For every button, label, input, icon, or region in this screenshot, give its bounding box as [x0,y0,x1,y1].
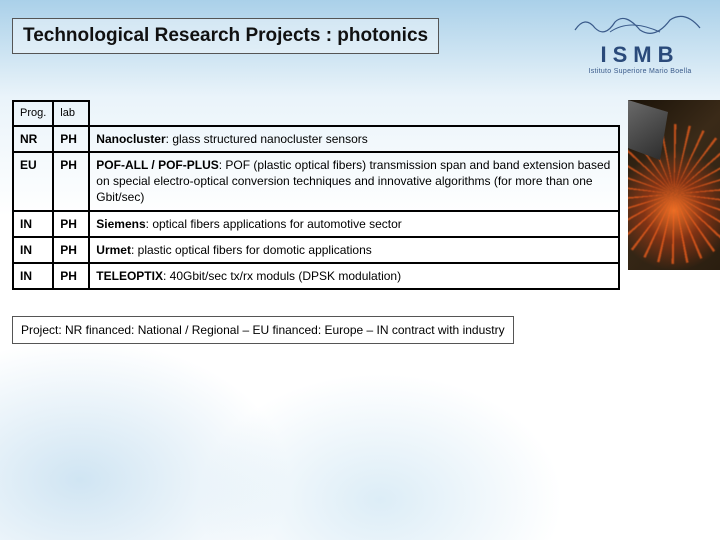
cell-lab: PH [53,152,89,211]
desc-bold: POF-ALL / POF-PLUS [96,158,218,172]
cell-prog: IN [13,237,53,263]
title-box: Technological Research Projects : photon… [12,18,439,54]
desc-rest: : 40Gbit/sec tx/rx moduls (DPSK modulati… [163,269,401,283]
cell-description: TELEOPTIX: 40Gbit/sec tx/rx moduls (DPSK… [89,263,619,289]
logo-acronym: ISMB [570,42,710,68]
header-empty [89,101,619,126]
cell-description: Nanocluster: glass structured nanocluste… [89,126,619,152]
cell-lab: PH [53,211,89,237]
legend-box: Project: NR financed: National / Regiona… [12,316,514,344]
cell-prog: EU [13,152,53,211]
table-header-row: Prog. lab [13,101,619,126]
table-row: INPHSiemens: optical fibers applications… [13,211,619,237]
cell-lab: PH [53,237,89,263]
cell-prog: NR [13,126,53,152]
desc-rest: : optical fibers applications for automo… [146,217,402,231]
logo-area: ISMB Istituto Superiore Mario Boella [570,10,710,75]
signature-icon [570,10,710,40]
header-lab: lab [53,101,89,126]
desc-bold: Siemens [96,217,145,231]
desc-rest: : plastic optical fibers for domotic app… [131,243,372,257]
logo-subtitle: Istituto Superiore Mario Boella [570,68,710,75]
cell-description: POF-ALL / POF-PLUS: POF (plastic optical… [89,152,619,211]
desc-bold: TELEOPTIX [96,269,163,283]
cell-description: Siemens: optical fibers applications for… [89,211,619,237]
page-title: Technological Research Projects : photon… [23,25,428,47]
table-row: INPHUrmet: plastic optical fibers for do… [13,237,619,263]
desc-rest: : glass structured nanocluster sensors [166,132,368,146]
cell-prog: IN [13,263,53,289]
cell-prog: IN [13,211,53,237]
content-area: Prog. lab NRPHNanocluster: glass structu… [12,100,620,344]
table-row: EUPHPOF-ALL / POF-PLUS: POF (plastic opt… [13,152,619,211]
desc-bold: Urmet [96,243,131,257]
legend-text: Project: NR financed: National / Regiona… [21,323,505,337]
cell-description: Urmet: plastic optical fibers for domoti… [89,237,619,263]
header-prog: Prog. [13,101,53,126]
cell-lab: PH [53,126,89,152]
cell-lab: PH [53,263,89,289]
table-row: INPHTELEOPTIX: 40Gbit/sec tx/rx moduls (… [13,263,619,289]
side-photo [628,100,720,270]
desc-bold: Nanocluster [96,132,165,146]
projects-table: Prog. lab NRPHNanocluster: glass structu… [12,100,620,290]
table-row: NRPHNanocluster: glass structured nanocl… [13,126,619,152]
